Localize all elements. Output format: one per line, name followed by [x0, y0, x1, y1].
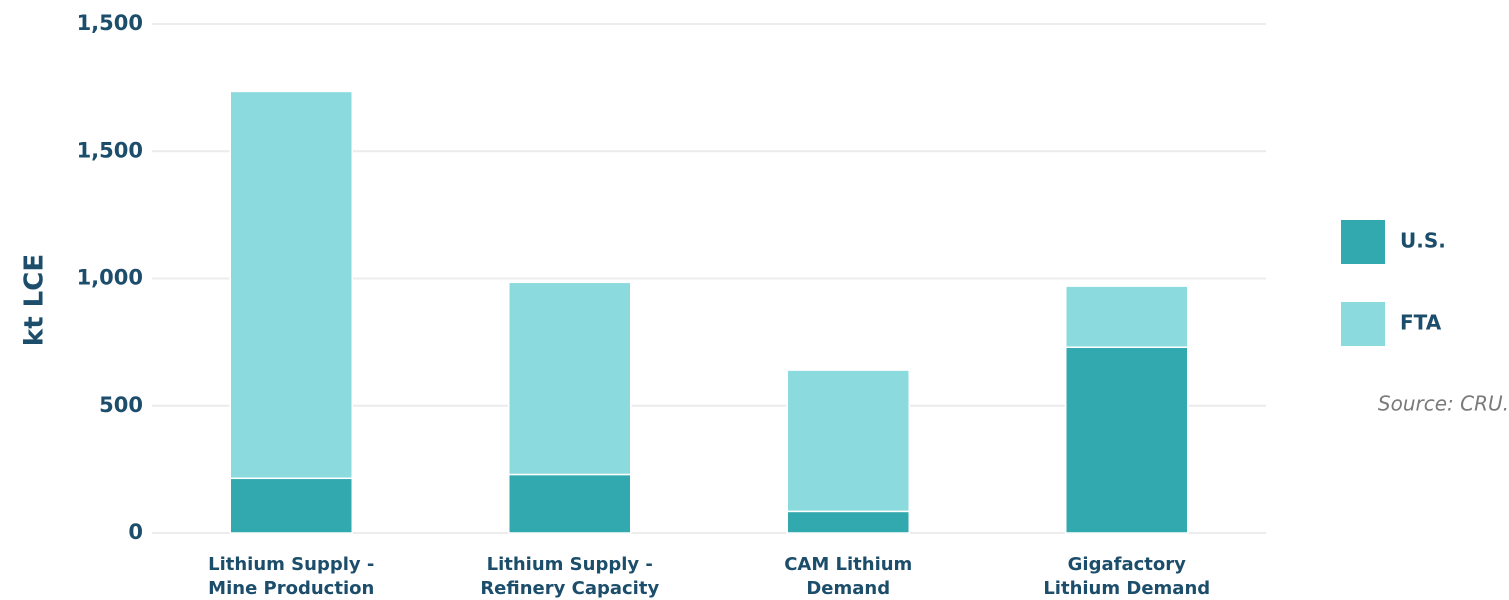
y-tick-label: 0 [128, 520, 143, 544]
bar-segment [1065, 346, 1189, 534]
x-tick-label: Gigafactory [1068, 554, 1186, 575]
bar-segment [786, 510, 910, 534]
x-tick-label: CAM Lithium [784, 554, 912, 575]
x-tick-label: Lithium Demand [1043, 578, 1210, 599]
legend-swatch [1341, 220, 1385, 264]
y-tick-label: 1,500 [77, 11, 143, 35]
legend-label: U.S. [1400, 229, 1446, 253]
bar-segment [786, 369, 910, 513]
x-tick-label: Lithium Supply - [487, 554, 653, 575]
source-note: Source: CRU. [1378, 392, 1509, 416]
legend-swatch [1341, 302, 1385, 346]
y-axis-label: kt LCE [20, 254, 50, 346]
bar-segment [1065, 285, 1189, 348]
x-tick-label: Demand [806, 578, 890, 599]
y-tick-label: 1,500 [77, 138, 143, 162]
x-tick-label: Lithium Supply - [208, 554, 374, 575]
legend-label: FTA [1400, 311, 1442, 335]
bar-segment [229, 477, 353, 534]
y-tick-label: 500 [99, 393, 143, 417]
bar-segment [508, 281, 632, 476]
x-tick-label: Mine Production [208, 578, 374, 599]
y-tick-label: 1,000 [77, 266, 143, 290]
bar-segment [229, 90, 353, 480]
bar-segment [508, 473, 632, 534]
x-tick-label: Refinery Capacity [480, 578, 659, 599]
